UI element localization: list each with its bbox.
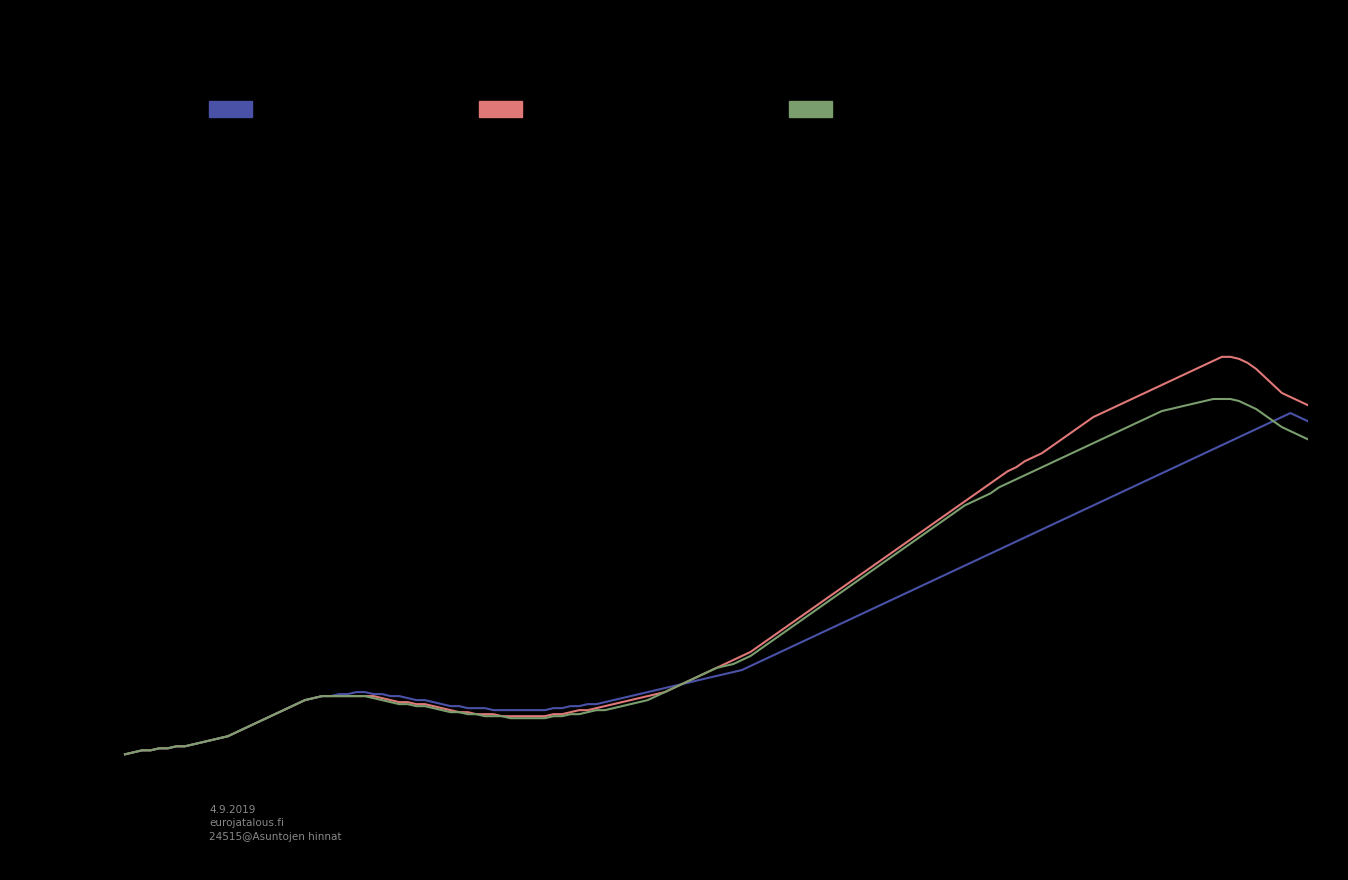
Muu Suomi: [940, 508, 956, 518]
Helsinki: [314, 691, 330, 701]
Koko maa: [314, 691, 330, 701]
Koko maa: [1146, 410, 1162, 421]
Line: Koko maa: Koko maa: [125, 385, 1348, 754]
Helsinki: [1051, 517, 1068, 527]
Muu Suomi: [794, 611, 810, 621]
Koko maa: [940, 512, 956, 523]
Helsinki: [940, 568, 956, 579]
Helsinki: [776, 645, 793, 656]
Helsinki: [117, 749, 133, 759]
Muu Suomi: [117, 749, 133, 759]
Line: Muu Suomi: Muu Suomi: [125, 172, 1348, 754]
Muu Suomi: [776, 622, 793, 633]
Muu Suomi: [1051, 436, 1068, 446]
Koko maa: [117, 749, 133, 759]
Koko maa: [794, 614, 810, 625]
Helsinki: [1146, 472, 1162, 482]
Koko maa: [1051, 454, 1068, 465]
Muu Suomi: [1146, 384, 1162, 394]
Helsinki: [794, 636, 810, 647]
Text: 4.9.2019
eurojatalous.fi
24515@Asuntojen hinnat: 4.9.2019 eurojatalous.fi 24515@Asuntojen…: [209, 805, 341, 841]
Muu Suomi: [314, 691, 330, 701]
Koko maa: [776, 627, 793, 637]
Line: Helsinki: Helsinki: [125, 351, 1348, 754]
